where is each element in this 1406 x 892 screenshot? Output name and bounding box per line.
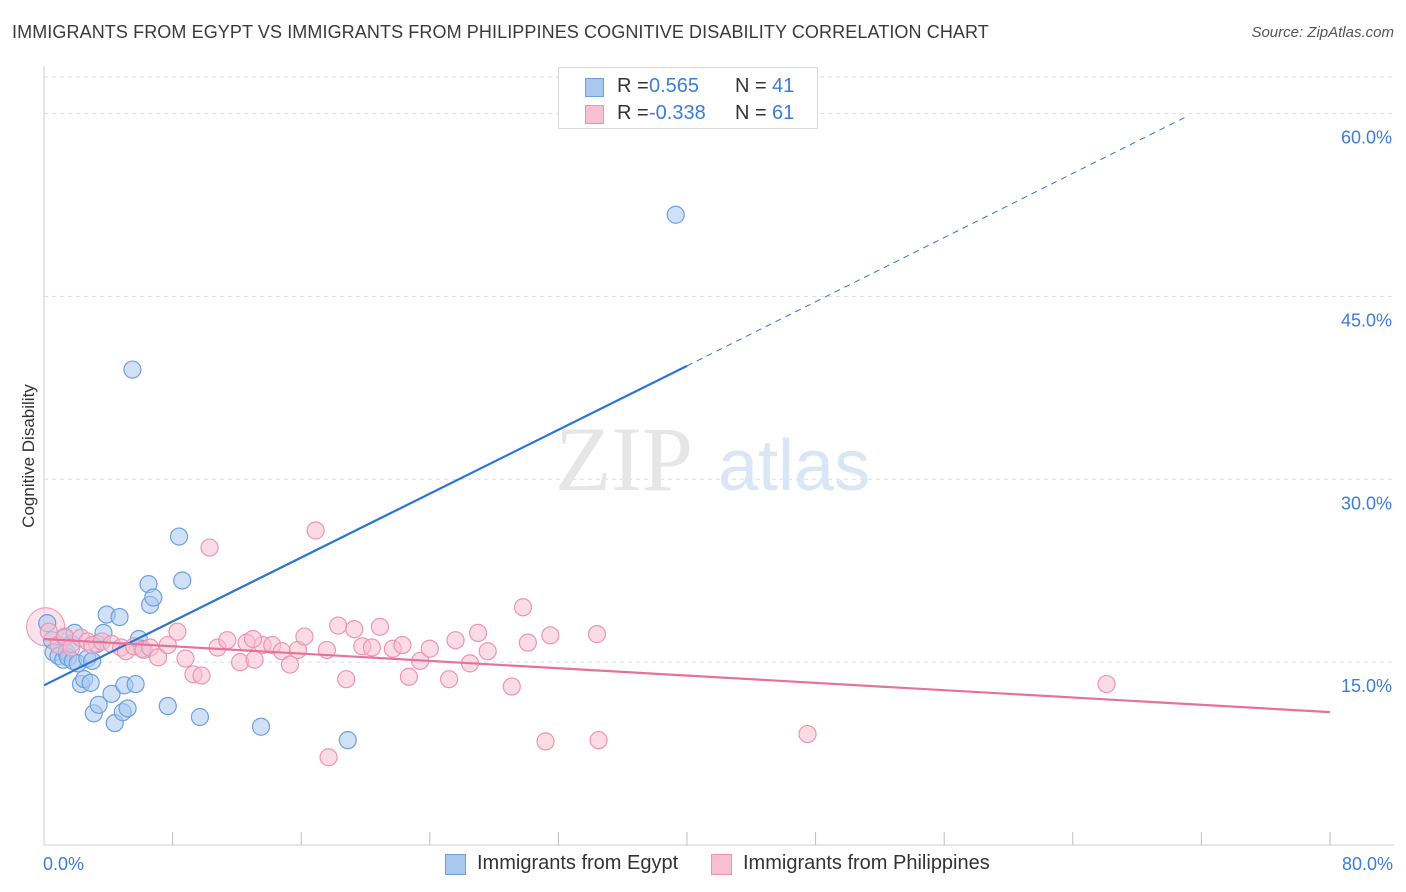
egypt-point xyxy=(81,673,100,692)
y-tick-label: 60.0% xyxy=(1341,128,1392,148)
r-label: R = xyxy=(617,75,649,97)
n-label: N = xyxy=(735,75,767,97)
philippines-point xyxy=(370,617,390,636)
grid-lines xyxy=(44,76,1394,663)
egypt-point xyxy=(173,571,192,590)
egypt-swatch xyxy=(585,78,604,97)
egypt-point xyxy=(110,607,129,627)
egypt-point xyxy=(158,696,177,716)
philippines-point xyxy=(280,655,300,674)
legend-label-egypt: Immigrants from Egypt xyxy=(477,852,679,874)
egypt-point xyxy=(89,695,108,714)
philippines-point xyxy=(176,649,195,668)
philippines-point xyxy=(168,622,187,641)
philippines-point xyxy=(798,724,817,744)
philippines-swatch xyxy=(711,854,732,875)
y-axis-label: Cognitive Disability xyxy=(19,384,38,528)
egypt-trend-line xyxy=(43,364,688,687)
philippines-point xyxy=(518,633,537,652)
egypt-point xyxy=(169,527,189,546)
watermark: ZIP atlas xyxy=(555,408,870,510)
egypt-point xyxy=(144,588,163,607)
philippines-point xyxy=(362,638,382,657)
philippines-point xyxy=(502,677,521,696)
watermark-atlas: atlas xyxy=(718,426,870,506)
n-value: 41 xyxy=(772,75,795,97)
r-label: R = xyxy=(617,102,649,124)
philippines-point xyxy=(468,623,488,642)
philippines-trend-line xyxy=(43,637,1331,714)
axes xyxy=(43,66,1394,846)
philippines-point xyxy=(513,598,533,617)
philippines-point xyxy=(149,648,168,667)
egypt-point xyxy=(338,731,357,750)
egypt-point xyxy=(102,684,121,703)
philippines-point xyxy=(329,616,348,635)
philippines-point xyxy=(399,667,419,686)
philippines-swatch xyxy=(585,105,604,124)
egypt-point xyxy=(666,205,685,224)
r-value: -0.338 xyxy=(649,102,706,124)
philippines-point xyxy=(319,748,338,767)
egypt-point xyxy=(190,707,210,727)
philippines-point xyxy=(536,732,555,751)
egypt-trend-extension xyxy=(686,116,1186,367)
philippines-point xyxy=(446,631,465,650)
philippines-point xyxy=(420,639,439,658)
x-tick-label-min: 0.0% xyxy=(43,854,84,874)
n-value: 61 xyxy=(772,102,795,124)
philippines-point xyxy=(192,666,211,685)
philippines-point xyxy=(478,642,497,661)
chart-title: IMMIGRANTS FROM EGYPT VS IMMIGRANTS FROM… xyxy=(12,22,989,42)
philippines-point xyxy=(243,629,263,649)
egypt-point xyxy=(118,699,137,718)
x-tick-label-max: 80.0% xyxy=(1342,854,1393,874)
correlation-legend: R = 0.565 N = 41 R = -0.338 N = 61 xyxy=(558,67,818,129)
philippines-point xyxy=(295,627,314,646)
philippines-point xyxy=(337,670,356,689)
source-label: Source: ZipAtlas.com xyxy=(1251,24,1394,41)
y-tick-label: 30.0% xyxy=(1341,493,1392,513)
egypt-swatch xyxy=(445,854,466,875)
philippines-point xyxy=(306,521,325,540)
y-tick-label: 45.0% xyxy=(1341,310,1392,330)
watermark-zip: ZIP xyxy=(555,408,693,510)
philippines-point xyxy=(587,625,607,644)
philippines-point xyxy=(589,731,608,750)
philippines-point xyxy=(218,631,237,650)
r-value: 0.565 xyxy=(649,75,700,97)
philippines-point xyxy=(345,620,364,639)
egypt-point xyxy=(126,674,145,694)
egypt-point xyxy=(251,717,271,736)
data-points xyxy=(26,205,1116,767)
n-label: N = xyxy=(735,102,767,124)
philippines-point xyxy=(1097,674,1116,694)
philippines-point xyxy=(393,635,412,655)
egypt-point xyxy=(123,360,142,379)
philippines-point xyxy=(200,538,219,557)
tick-labels: 15.0% 30.0% 45.0% 60.0% 0.0% 80.0% xyxy=(43,128,1393,874)
y-tick-label: 15.0% xyxy=(1341,676,1392,696)
legend-label-philippines: Immigrants from Philippines xyxy=(743,852,990,874)
philippines-point xyxy=(439,670,459,689)
trend-lines xyxy=(43,116,1331,714)
philippines-point xyxy=(541,626,560,645)
